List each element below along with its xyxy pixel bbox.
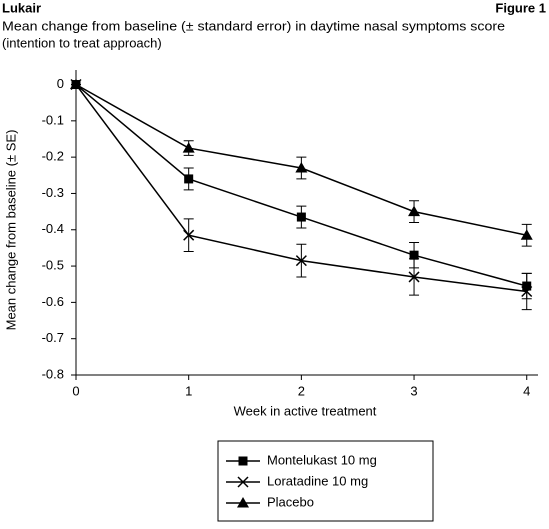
x-tick-label: 4	[523, 383, 530, 398]
marker	[521, 285, 533, 298]
legend-label: Placebo	[267, 494, 314, 509]
marker	[408, 205, 421, 217]
legend-box	[217, 440, 434, 522]
header: Lukair	[2, 0, 41, 15]
y-tick-label: -0.1	[42, 112, 64, 127]
y-axis-label: Mean change from baseline (± SE)	[3, 130, 18, 331]
y-tick-label: -0.5	[42, 258, 64, 273]
x-tick-label: 3	[410, 383, 417, 398]
x-tick-label: 2	[298, 383, 305, 398]
subtitle: Mean change from baseline (± standard er…	[2, 18, 505, 33]
y-tick-label: -0.4	[42, 221, 64, 236]
x-tick-label: 0	[72, 383, 79, 398]
y-tick-label: -0.8	[42, 366, 64, 381]
y-tick-label: -0.7	[42, 330, 64, 345]
marker	[409, 250, 419, 260]
marker	[184, 174, 194, 184]
legend-label: Montelukast 10 mg	[267, 452, 377, 467]
marker	[408, 271, 420, 283]
marker	[183, 229, 195, 241]
marker	[70, 78, 82, 90]
marker	[237, 476, 249, 488]
x-axis-label: Week in active treatment	[234, 403, 377, 418]
figure-label: Figure 1	[495, 0, 546, 15]
y-tick-label: 0	[57, 76, 64, 91]
marker	[182, 142, 195, 153]
x-tick-label: 1	[185, 383, 192, 398]
subtitle: (intention to treat approach)	[2, 35, 162, 50]
y-tick-label: -0.6	[42, 294, 64, 309]
marker	[296, 212, 306, 222]
y-tick-label: -0.2	[42, 149, 64, 164]
marker	[295, 255, 307, 267]
marker	[520, 229, 533, 240]
y-tick-label: -0.3	[42, 185, 64, 200]
marker	[238, 456, 248, 466]
legend-label: Loratadine 10 mg	[267, 473, 368, 488]
marker	[295, 162, 308, 173]
marker	[237, 497, 249, 508]
